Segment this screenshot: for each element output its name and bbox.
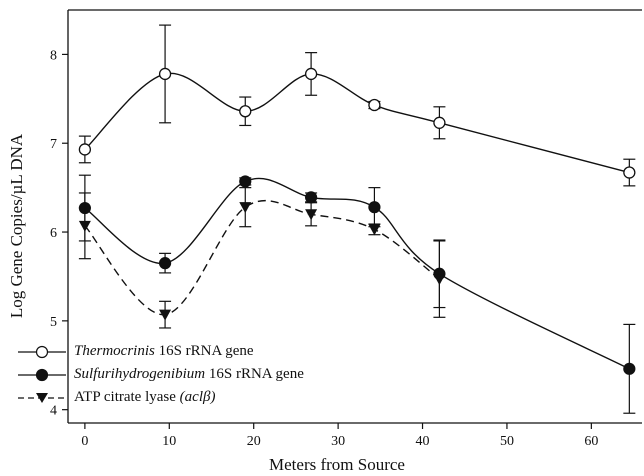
y-tick-label: 5: [50, 315, 57, 330]
x-axis-label: Meters from Source: [269, 455, 405, 474]
data-point: [305, 209, 318, 221]
legend-label-atp-plain: ATP citrate lyase: [74, 389, 180, 405]
data-point: [78, 143, 92, 156]
axes: 0 10 20 30 40 50 60 4 5 6 7 8: [50, 9, 642, 449]
legend-item-sulfurihydrogenibium: Sulfurihydrogenibium 16S rRNA gene: [16, 363, 436, 386]
data-point: [239, 202, 252, 214]
data-point: [239, 105, 252, 118]
legend-label-atp-italic: (aclβ): [179, 389, 216, 405]
data-point: [239, 175, 252, 188]
y-tick-label: 4: [50, 404, 57, 419]
data-point: [159, 309, 172, 321]
legend-label-sulfurihydrogenibium: Sulfurihydrogenibium 16S rRNA gene: [74, 366, 304, 383]
series-layer: [78, 24, 636, 414]
legend-label-thermocrinis-rest: 16S rRNA gene: [154, 343, 254, 359]
data-point: [433, 116, 446, 129]
legend-label-thermocrinis-italic: Thermocrinis: [74, 343, 155, 359]
data-point: [368, 224, 381, 236]
series-thermocrinis: [78, 24, 636, 187]
x-tick-label: 50: [500, 434, 514, 449]
x-tick-label: 40: [416, 434, 430, 449]
legend-label-sulfurihydrogenibium-italic: Sulfurihydrogenibium: [74, 366, 206, 382]
y-tick-label: 7: [50, 137, 57, 152]
legend-label-atp-citrate-lyase: ATP citrate lyase (aclβ): [74, 389, 215, 406]
series-atp-citrate-lyase: [78, 187, 446, 329]
series-line: [84, 200, 440, 316]
x-tick-label: 0: [81, 434, 88, 449]
legend-item-thermocrinis: Thermocrinis 16S rRNA gene: [16, 340, 436, 363]
legend-label-thermocrinis: Thermocrinis 16S rRNA gene: [74, 343, 254, 360]
data-point: [304, 67, 318, 81]
data-point: [305, 191, 318, 204]
data-point: [368, 98, 381, 112]
data-point: [158, 257, 172, 270]
data-point: [158, 67, 172, 81]
legend-item-atp-citrate-lyase: ATP citrate lyase (aclβ): [16, 386, 436, 409]
data-point: [433, 274, 446, 286]
legend: Thermocrinis 16S rRNA gene Sulfurihydrog…: [16, 340, 436, 409]
x-tick-label: 20: [247, 434, 261, 449]
filled-triangle-dashed-line-icon: [18, 392, 66, 403]
open-circle-line-icon: [18, 345, 66, 358]
x-tick-label: 10: [162, 434, 176, 449]
data-point: [78, 220, 91, 232]
x-tick-label: 60: [584, 434, 598, 449]
data-point: [623, 166, 636, 179]
data-point: [368, 201, 381, 214]
filled-circle-line-icon: [18, 368, 66, 381]
legend-label-sulfurihydrogenibium-rest: 16S rRNA gene: [205, 366, 304, 382]
y-tick-label: 8: [50, 48, 57, 63]
x-tick-label: 30: [331, 434, 345, 449]
y-tick-label: 6: [50, 226, 57, 241]
y-axis-label: Log Gene Copies/µL DNA: [7, 133, 26, 318]
data-point: [623, 362, 636, 375]
